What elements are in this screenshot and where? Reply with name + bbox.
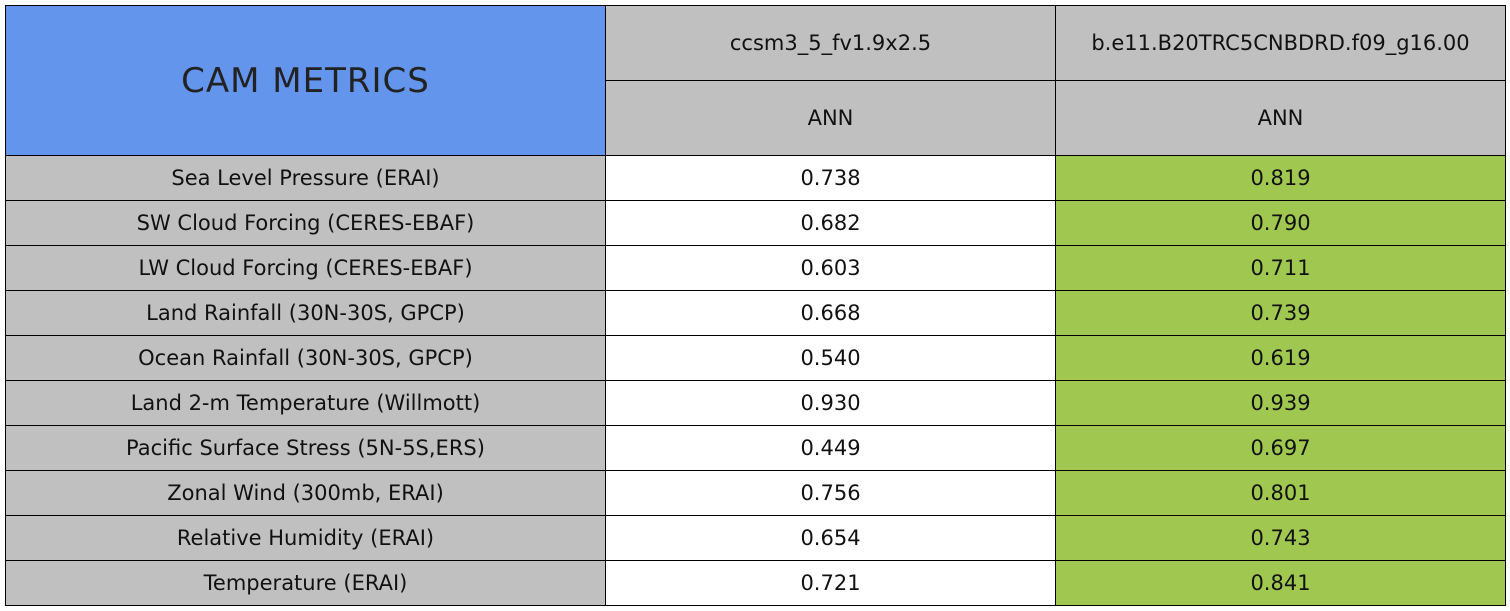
metric-value-text: 0.930 [800,391,861,415]
row-label: Zonal Wind (300mb, ERAI) [5,470,606,516]
row-label-text: Pacific Surface Stress (5N-5S,ERS) [126,436,485,460]
metric-value-text: 0.939 [1250,391,1311,415]
row-label: Sea Level Pressure (ERAI) [5,155,606,201]
row-label-text: LW Cloud Forcing (CERES-EBAF) [138,256,473,280]
metric-value-text: 0.619 [1250,346,1311,370]
metric-value-text: 0.738 [800,166,861,190]
metric-value: 0.841 [1055,560,1506,606]
row-label-text: Land 2-m Temperature (Willmott) [130,391,481,415]
metric-value: 0.654 [605,515,1056,561]
metric-value-text: 0.682 [800,211,861,235]
metric-value-text: 0.603 [800,256,861,280]
column-name: ccsm3_5_fv1.9x2.5 [605,5,1056,81]
metric-value: 0.721 [605,560,1056,606]
metric-value-text: 0.743 [1250,526,1311,550]
metric-value: 0.603 [605,245,1056,291]
metric-value: 0.668 [605,290,1056,336]
column-season-text: ANN [807,106,854,130]
table-title: CAM METRICS [5,5,606,156]
row-label-text: SW Cloud Forcing (CERES-EBAF) [136,211,475,235]
metric-value-text: 0.540 [800,346,861,370]
metric-value: 0.540 [605,335,1056,381]
metric-value-text: 0.801 [1250,481,1311,505]
metric-value: 0.756 [605,470,1056,516]
metric-value: 0.697 [1055,425,1506,471]
metric-value: 0.939 [1055,380,1506,426]
row-label: Pacific Surface Stress (5N-5S,ERS) [5,425,606,471]
column-name: b.e11.B20TRC5CNBDRD.f09_g16.00 [1055,5,1506,81]
row-label: Ocean Rainfall (30N-30S, GPCP) [5,335,606,381]
row-label-text: Land Rainfall (30N-30S, GPCP) [146,301,465,325]
metric-value-text: 0.790 [1250,211,1311,235]
metric-value-text: 0.739 [1250,301,1311,325]
metric-value: 0.801 [1055,470,1506,516]
row-label-text: Ocean Rainfall (30N-30S, GPCP) [138,346,473,370]
metric-value: 0.930 [605,380,1056,426]
metric-value: 0.449 [605,425,1056,471]
row-label: LW Cloud Forcing (CERES-EBAF) [5,245,606,291]
metric-value-text: 0.819 [1250,166,1311,190]
row-label: Land Rainfall (30N-30S, GPCP) [5,290,606,336]
row-label-text: Relative Humidity (ERAI) [176,526,435,550]
row-label-text: Temperature (ERAI) [203,571,408,595]
metric-value-text: 0.756 [800,481,861,505]
row-label-text: Zonal Wind (300mb, ERAI) [167,481,444,505]
metric-value: 0.739 [1055,290,1506,336]
column-season: ANN [605,80,1056,156]
row-label: SW Cloud Forcing (CERES-EBAF) [5,200,606,246]
column-name-text: b.e11.B20TRC5CNBDRD.f09_g16.00 [1091,31,1470,55]
table-title-text: CAM METRICS [181,60,430,101]
metric-value: 0.819 [1055,155,1506,201]
column-season: ANN [1055,80,1506,156]
row-label-text: Sea Level Pressure (ERAI) [171,166,440,190]
metric-value-text: 0.668 [800,301,861,325]
metric-value-text: 0.841 [1250,571,1311,595]
metric-value-text: 0.711 [1250,256,1311,280]
metric-value-text: 0.654 [800,526,861,550]
metric-value-text: 0.721 [800,571,861,595]
metric-value: 0.682 [605,200,1056,246]
metric-value-text: 0.449 [800,436,861,460]
row-label: Land 2-m Temperature (Willmott) [5,380,606,426]
metric-value: 0.619 [1055,335,1506,381]
metric-value-text: 0.697 [1250,436,1311,460]
metric-value: 0.790 [1055,200,1506,246]
column-season-text: ANN [1257,106,1304,130]
metric-value: 0.743 [1055,515,1506,561]
column-name-text: ccsm3_5_fv1.9x2.5 [729,31,932,55]
row-label: Relative Humidity (ERAI) [5,515,606,561]
metric-value: 0.711 [1055,245,1506,291]
row-label: Temperature (ERAI) [5,560,606,606]
metric-value: 0.738 [605,155,1056,201]
